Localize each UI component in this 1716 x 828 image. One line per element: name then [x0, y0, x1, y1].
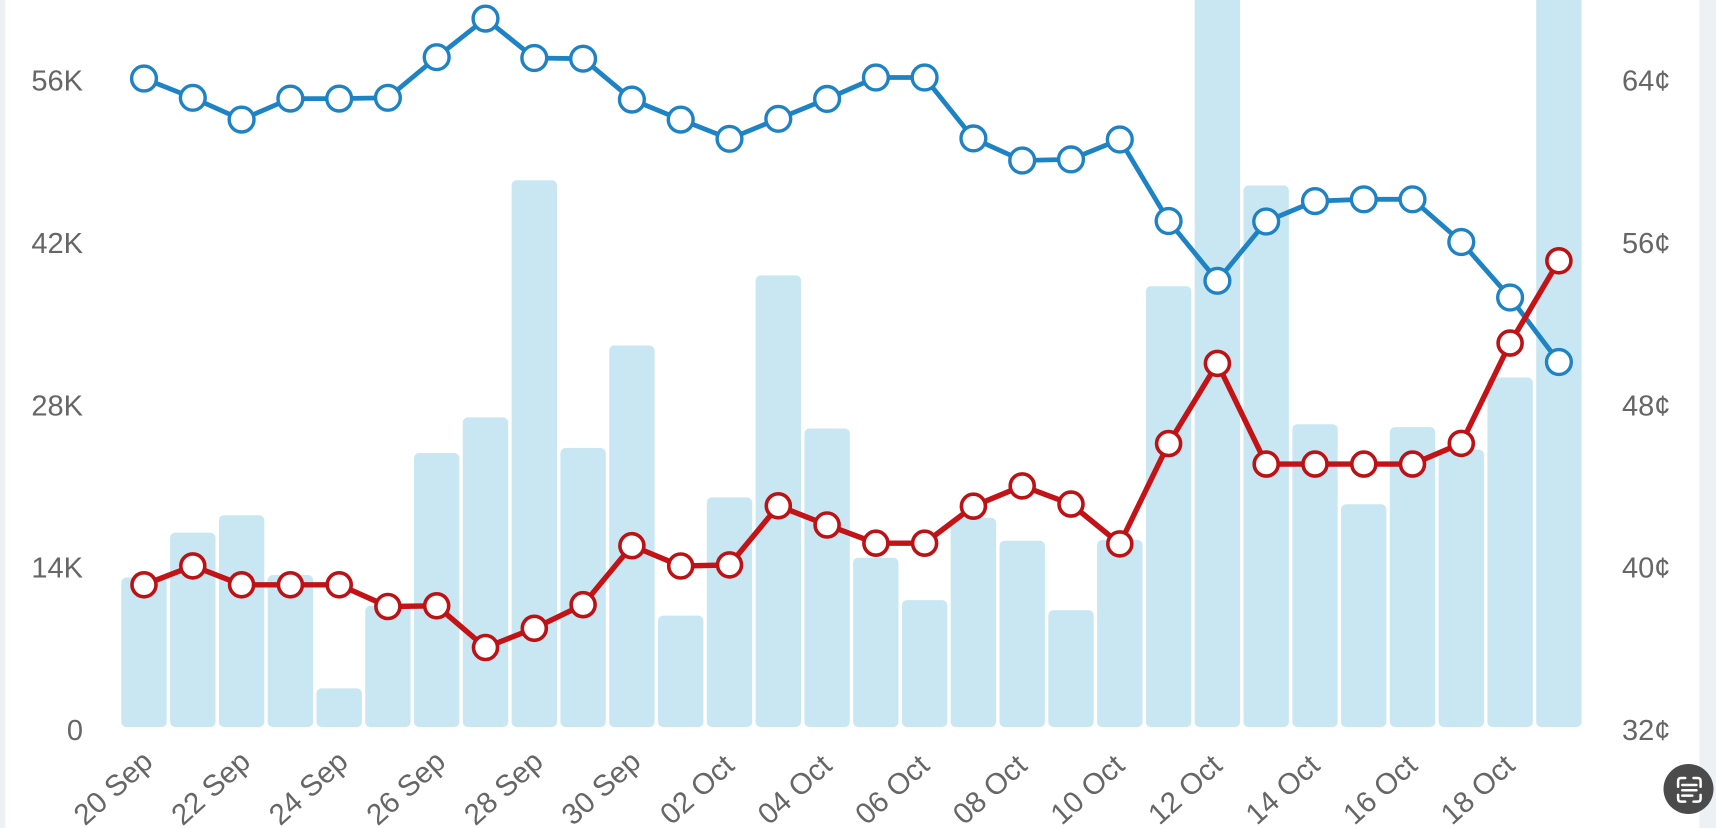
svg-text:56K: 56K: [31, 66, 83, 98]
svg-text:14K: 14K: [31, 553, 83, 585]
svg-text:32¢: 32¢: [1622, 715, 1670, 747]
svg-text:48¢: 48¢: [1622, 390, 1670, 422]
svg-text:0: 0: [67, 715, 83, 747]
svg-text:28K: 28K: [31, 390, 83, 422]
svg-text:40¢: 40¢: [1622, 553, 1670, 585]
svg-text:42K: 42K: [31, 228, 83, 260]
svg-text:56¢: 56¢: [1622, 228, 1670, 260]
svg-text:64¢: 64¢: [1622, 66, 1670, 98]
